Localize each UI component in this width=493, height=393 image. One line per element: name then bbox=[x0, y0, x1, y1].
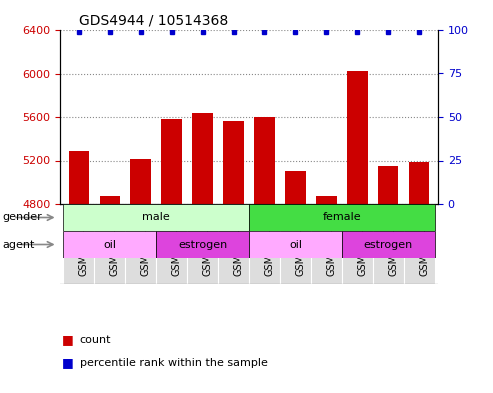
Bar bbox=[162, 119, 181, 204]
Bar bbox=[156, 231, 249, 258]
Text: oil: oil bbox=[103, 239, 116, 250]
Bar bbox=[348, 71, 367, 204]
Bar bbox=[249, 231, 342, 258]
Bar bbox=[192, 113, 212, 204]
Text: ■: ■ bbox=[63, 333, 78, 346]
Bar bbox=[409, 162, 429, 204]
Text: count: count bbox=[80, 335, 111, 345]
Text: GDS4944 / 10514368: GDS4944 / 10514368 bbox=[79, 13, 228, 28]
Bar bbox=[63, 204, 94, 284]
Text: ■: ■ bbox=[63, 356, 78, 369]
Bar bbox=[280, 204, 311, 284]
Text: GSM1274475: GSM1274475 bbox=[234, 210, 244, 276]
Text: male: male bbox=[142, 213, 170, 222]
Text: percentile rank within the sample: percentile rank within the sample bbox=[80, 358, 268, 368]
Bar bbox=[373, 204, 404, 284]
Bar bbox=[131, 160, 151, 204]
Bar bbox=[125, 204, 156, 284]
Bar bbox=[94, 204, 125, 284]
Bar bbox=[342, 204, 373, 284]
Text: GSM1274474: GSM1274474 bbox=[203, 210, 212, 276]
Bar bbox=[223, 121, 244, 204]
Text: GSM1274471: GSM1274471 bbox=[109, 210, 120, 276]
Text: GSM1274481: GSM1274481 bbox=[420, 210, 429, 275]
Bar bbox=[249, 204, 435, 231]
Text: GSM1274476: GSM1274476 bbox=[264, 210, 275, 276]
Text: estrogen: estrogen bbox=[364, 239, 413, 250]
Bar bbox=[317, 196, 337, 204]
Text: agent: agent bbox=[2, 239, 35, 250]
Bar bbox=[63, 204, 249, 231]
Bar bbox=[69, 151, 89, 204]
Bar bbox=[187, 204, 218, 284]
Bar bbox=[249, 204, 280, 284]
Text: GSM1274478: GSM1274478 bbox=[326, 210, 336, 276]
Text: female: female bbox=[322, 213, 361, 222]
Bar bbox=[254, 117, 275, 204]
Bar bbox=[311, 204, 342, 284]
Bar bbox=[342, 231, 435, 258]
Bar bbox=[156, 204, 187, 284]
Text: GSM1274472: GSM1274472 bbox=[141, 210, 150, 276]
Text: estrogen: estrogen bbox=[178, 239, 227, 250]
Bar bbox=[378, 166, 398, 204]
Bar bbox=[285, 171, 306, 204]
Bar bbox=[100, 196, 120, 204]
Text: GSM1274473: GSM1274473 bbox=[172, 210, 181, 276]
Text: GSM1274470: GSM1274470 bbox=[78, 210, 89, 276]
Text: oil: oil bbox=[289, 239, 302, 250]
Text: gender: gender bbox=[2, 213, 42, 222]
Text: GSM1274479: GSM1274479 bbox=[357, 210, 367, 276]
Bar bbox=[404, 204, 435, 284]
Text: GSM1274480: GSM1274480 bbox=[388, 210, 398, 275]
Text: GSM1274477: GSM1274477 bbox=[295, 210, 306, 276]
Bar bbox=[63, 231, 156, 258]
Bar bbox=[218, 204, 249, 284]
